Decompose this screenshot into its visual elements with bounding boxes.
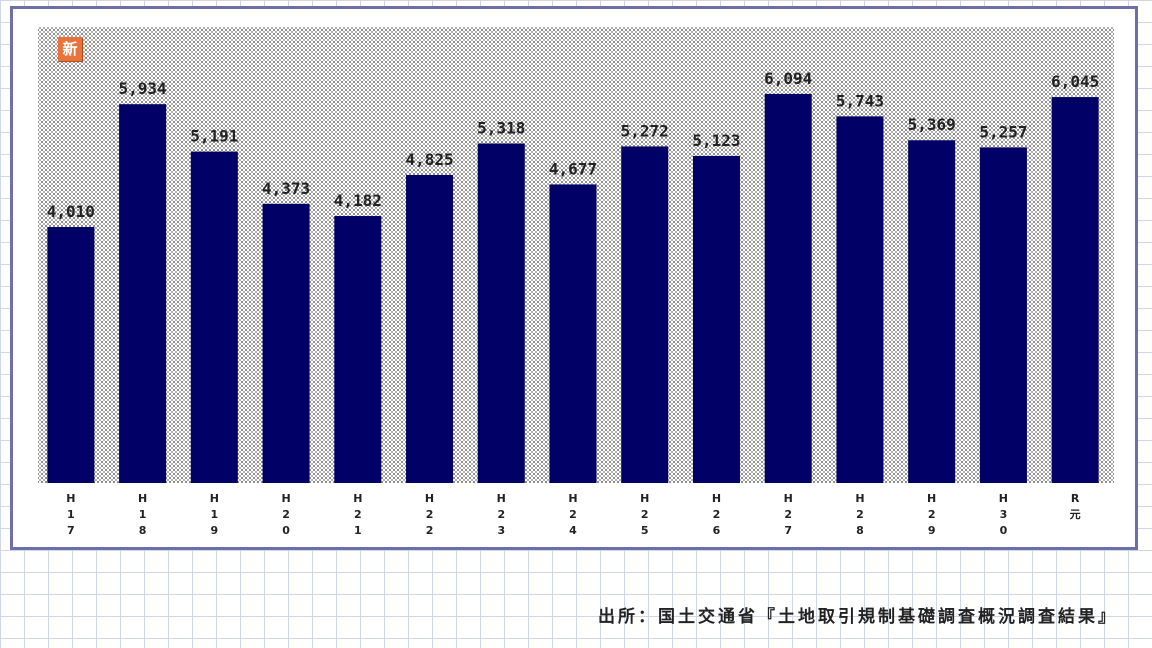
chart-frame: 4,010 5,934 5,191 4,373 4,182 4,825 5,318 4,677…: [10, 6, 1138, 550]
category-label-3-0: H: [281, 492, 290, 505]
category-label-7-0: H: [568, 492, 577, 505]
bar-8: [621, 146, 669, 483]
bar-1: [119, 104, 167, 484]
category-label-10-1: 2: [784, 508, 792, 521]
category-label-4-2: 1: [354, 524, 362, 537]
category-label-6-1: 2: [497, 508, 505, 521]
bar-value-label-4: 4,182: [334, 191, 382, 210]
category-label-5-0: H: [425, 492, 434, 505]
bar-value-label-11: 5,743: [836, 91, 884, 110]
bar-13: [979, 147, 1027, 483]
bar-9: [692, 155, 740, 483]
bar-2: [190, 151, 238, 483]
category-label-0-2: 7: [67, 524, 75, 537]
bar-14: [1051, 97, 1099, 484]
bar-10: [764, 93, 812, 483]
category-label-12-0: H: [927, 492, 936, 505]
category-label-13-2: 0: [1000, 524, 1008, 537]
bar-5: [406, 174, 454, 484]
category-label-10-2: 7: [784, 524, 792, 537]
category-label-12-2: 9: [928, 524, 936, 537]
category-label-11-2: 8: [856, 524, 864, 537]
bar-value-label-10: 6,094: [764, 69, 812, 88]
bar-value-label-13: 5,257: [979, 122, 1027, 141]
bar-value-label-7: 4,677: [549, 159, 597, 178]
bar-value-label-0: 4,010: [47, 202, 95, 221]
category-label-11-1: 2: [856, 508, 864, 521]
bar-3: [262, 203, 310, 483]
bar-value-label-1: 5,934: [119, 79, 167, 98]
bar-11: [836, 116, 884, 483]
category-label-1-1: 1: [139, 508, 147, 521]
category-label-2-0: H: [210, 492, 219, 505]
category-label-12-1: 2: [928, 508, 936, 521]
category-label-2-1: 1: [211, 508, 219, 521]
bar-value-label-9: 5,123: [692, 131, 740, 150]
source-note: 出所：国土交通省『土地取引規制基礎調査概況調査結果』: [598, 607, 1118, 627]
new-badge: 新: [58, 37, 82, 61]
category-label-9-1: 2: [713, 508, 721, 521]
category-label-4-1: 2: [354, 508, 362, 521]
bar-value-label-2: 5,191: [190, 127, 238, 146]
bar-12: [908, 140, 956, 483]
category-label-1-2: 8: [139, 524, 147, 537]
bar-value-label-12: 5,369: [908, 115, 956, 134]
category-label-2-2: 9: [211, 524, 219, 537]
bar-4: [334, 216, 382, 483]
category-label-5-1: 2: [426, 508, 434, 521]
category-label-7-1: 2: [569, 508, 577, 521]
category-label-3-1: 2: [282, 508, 290, 521]
category-label-4-0: H: [353, 492, 362, 505]
category-label-6-2: 3: [497, 524, 505, 537]
category-label-14-1: 元: [1070, 508, 1081, 521]
bar-value-label-6: 5,318: [477, 118, 525, 137]
category-label-8-2: 5: [641, 524, 649, 537]
bar-0: [47, 227, 95, 483]
category-label-13-1: 3: [1000, 508, 1008, 521]
category-label-0-1: 1: [67, 508, 75, 521]
bar-value-label-3: 4,373: [262, 179, 310, 198]
category-label-9-2: 6: [713, 524, 721, 537]
category-label-6-0: H: [497, 492, 506, 505]
category-label-14-0: R: [1071, 492, 1080, 505]
bar-value-label-8: 5,272: [621, 121, 669, 140]
category-label-11-0: H: [855, 492, 864, 505]
bar-value-label-14: 6,045: [1051, 72, 1099, 91]
category-label-13-0: H: [999, 492, 1008, 505]
category-label-5-2: 2: [426, 524, 434, 537]
bar-value-label-5: 4,825: [405, 150, 453, 169]
category-label-8-1: 2: [641, 508, 649, 521]
category-label-10-0: H: [784, 492, 793, 505]
category-label-1-0: H: [138, 492, 147, 505]
bar-7: [549, 184, 597, 483]
bar-6: [477, 143, 525, 483]
category-label-3-2: 0: [282, 524, 290, 537]
bar-chart: 4,010 5,934 5,191 4,373 4,182 4,825 5,318 4,677…: [38, 27, 1114, 537]
category-label-9-0: H: [712, 492, 721, 505]
category-label-0-0: H: [66, 492, 75, 505]
category-label-7-2: 4: [569, 524, 577, 537]
category-label-8-0: H: [640, 492, 649, 505]
